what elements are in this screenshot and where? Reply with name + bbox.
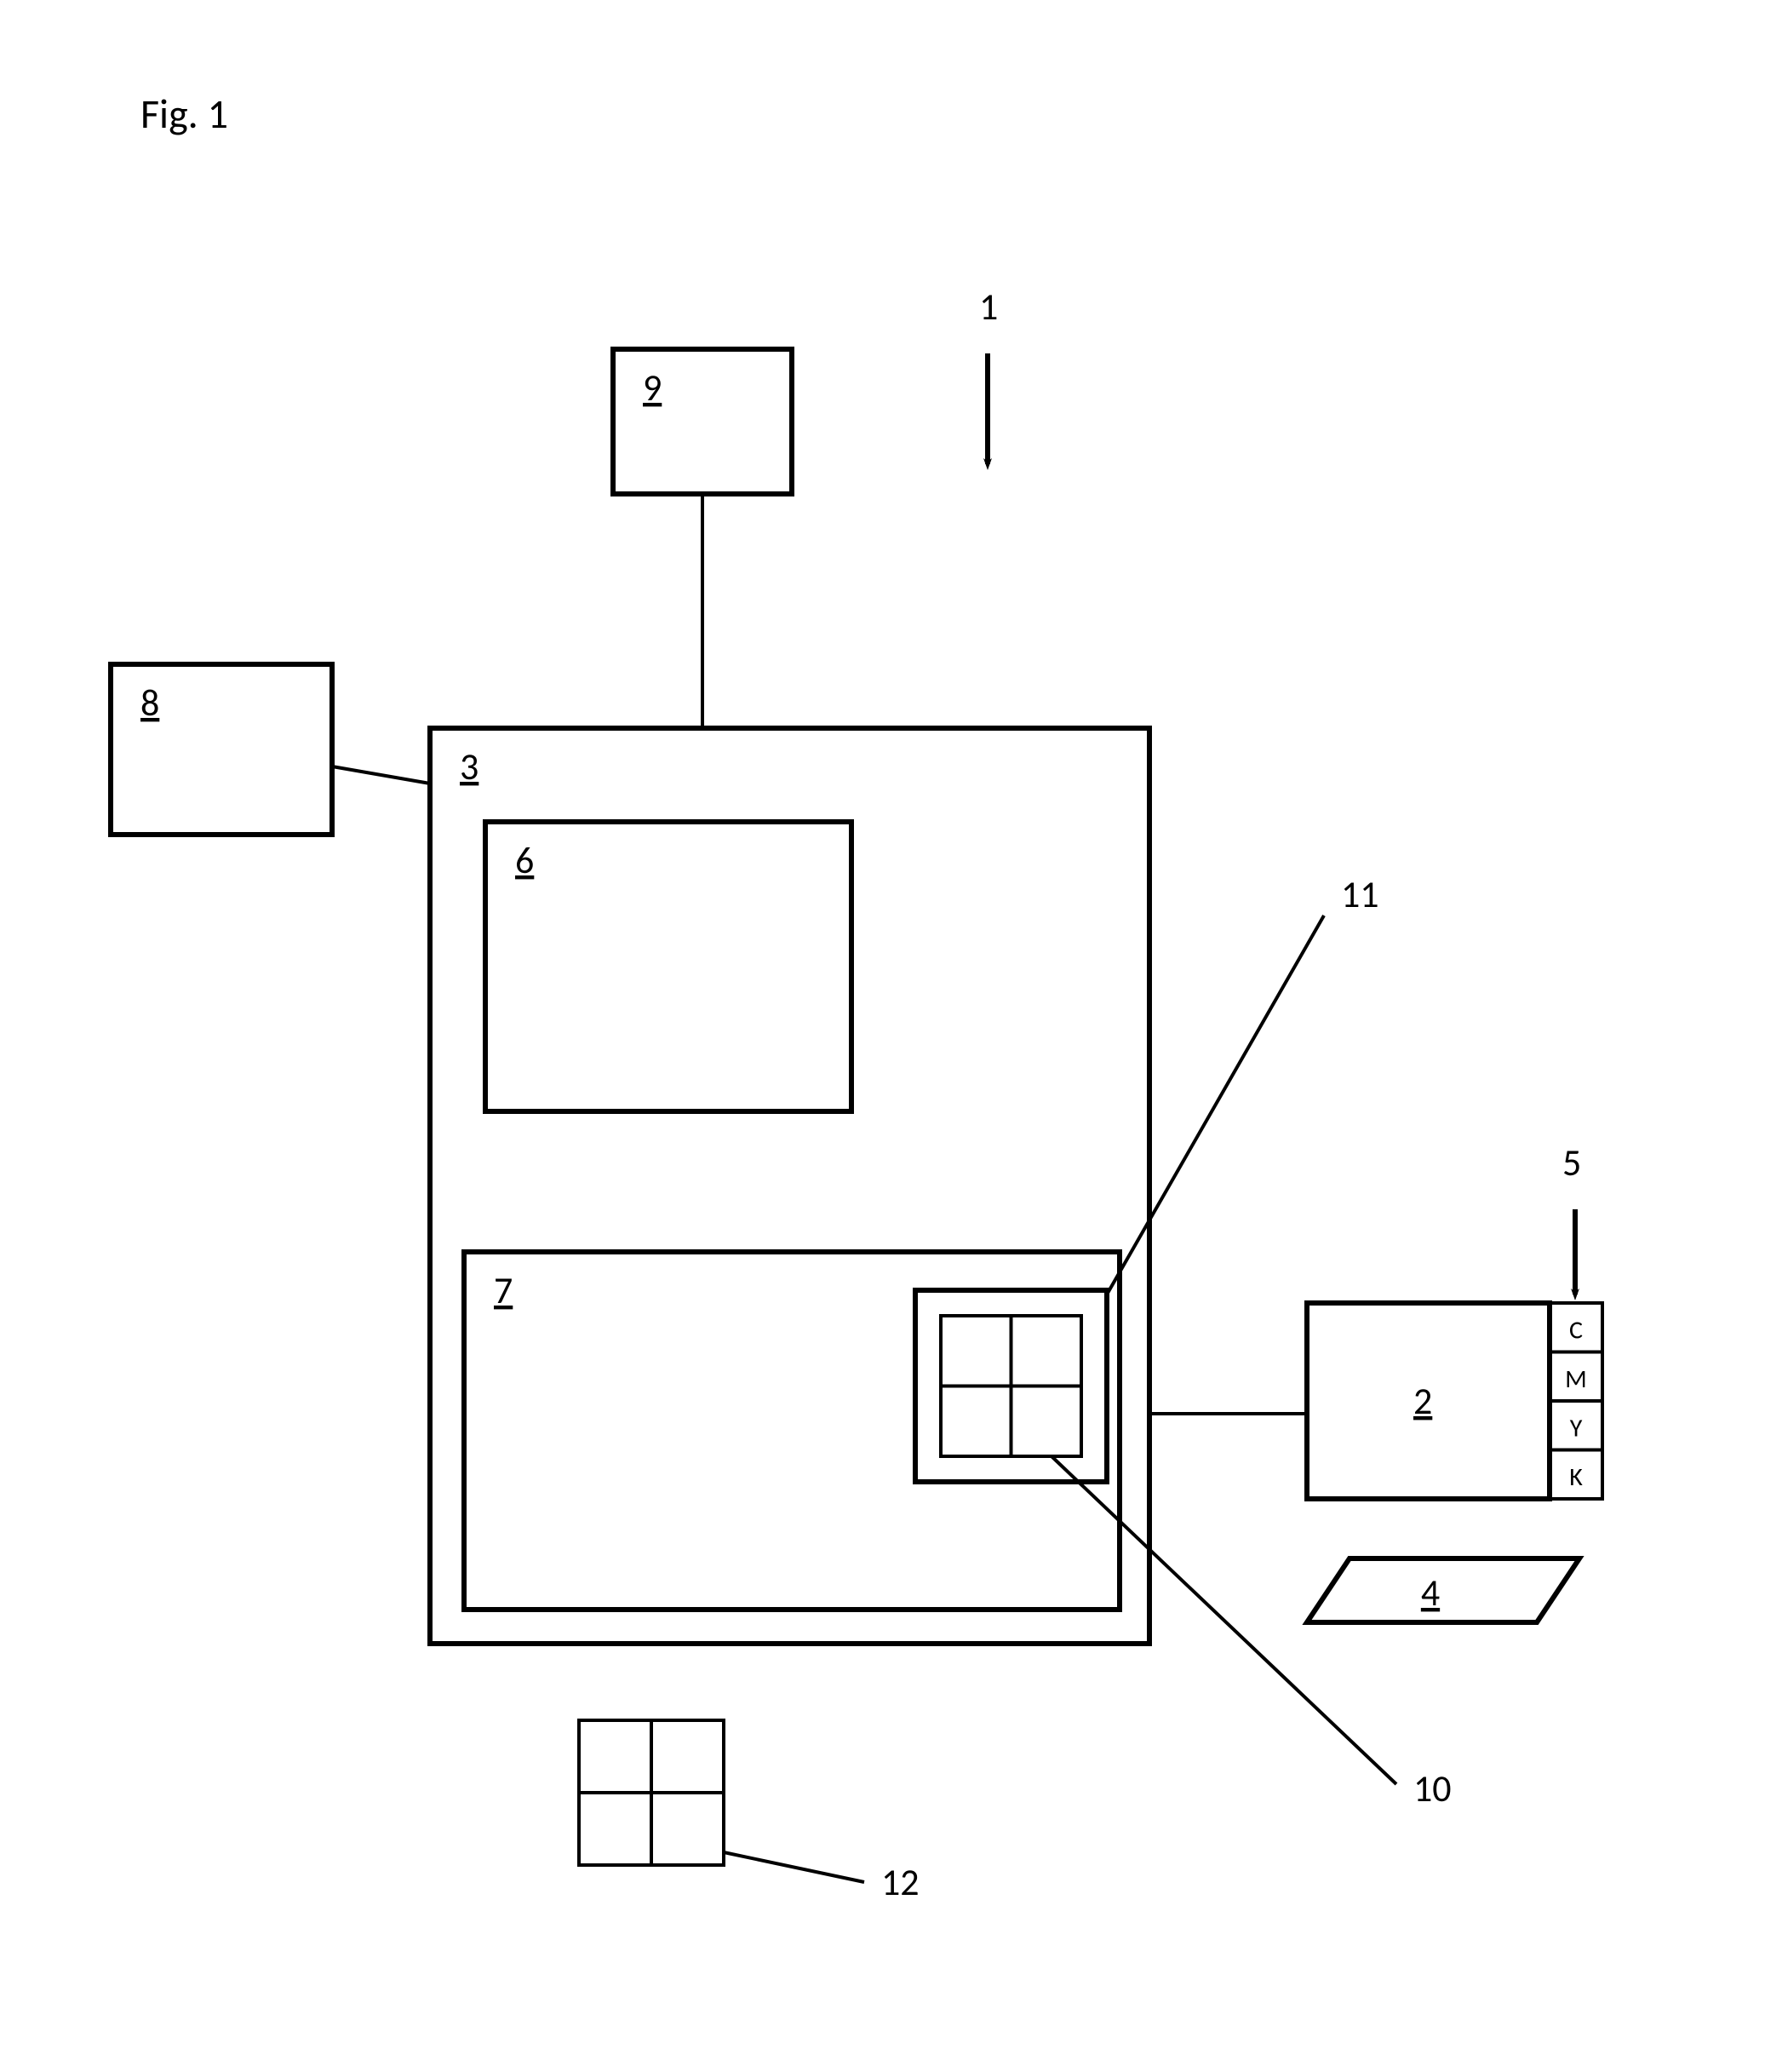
label-7: 7: [494, 1267, 513, 1313]
label-8: 8: [140, 680, 159, 726]
cmyk-label-K: K: [1569, 1461, 1583, 1493]
label-9: 9: [643, 364, 662, 410]
label-12: 12: [881, 1859, 920, 1905]
label-2: 2: [1413, 1378, 1432, 1424]
figure-title: Fig. 1: [140, 89, 228, 139]
label-11: 11: [1341, 871, 1379, 917]
label-10: 10: [1413, 1765, 1452, 1811]
cmyk-label-M: M: [1565, 1363, 1587, 1395]
label-3: 3: [460, 743, 478, 789]
label-4: 4: [1421, 1570, 1440, 1616]
cmyk-label-Y: Y: [1570, 1412, 1583, 1444]
arrow-1-label: 1: [979, 284, 998, 330]
cmyk-label-C: C: [1569, 1314, 1583, 1346]
canvas-bg: [0, 0, 1765, 2072]
arrow-5-label: 5: [1562, 1139, 1581, 1185]
label-6: 6: [515, 837, 534, 883]
